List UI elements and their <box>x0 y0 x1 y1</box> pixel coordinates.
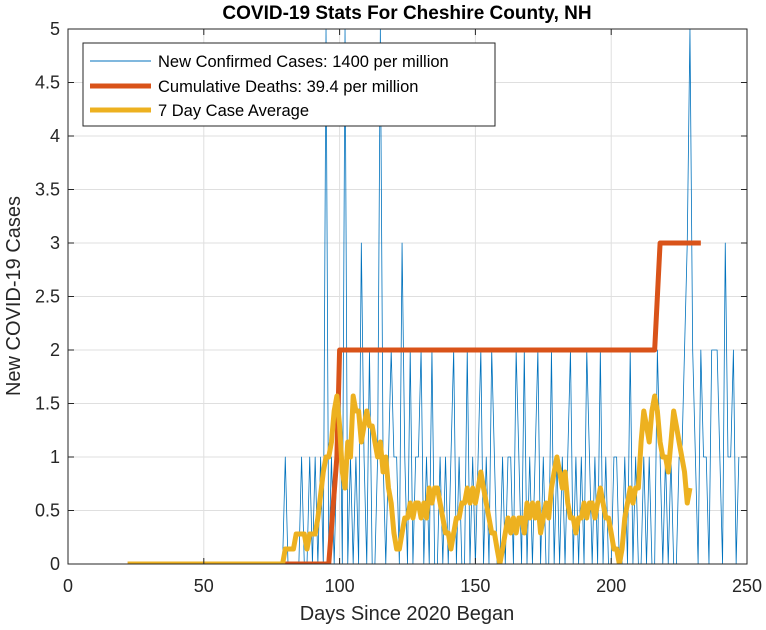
x-tick-label: 200 <box>596 576 626 596</box>
y-tick-labels: 0 0.5 1 1.5 2 2.5 3 3.5 4 4.5 5 <box>35 19 60 574</box>
legend: New Confirmed Cases: 1400 per million Cu… <box>82 42 496 127</box>
x-tick-label: 50 <box>194 576 214 596</box>
y-tick-label: 1.5 <box>35 394 60 414</box>
y-tick-label: 2 <box>50 340 60 360</box>
x-tick-label: 150 <box>460 576 490 596</box>
y-tick-label: 0.5 <box>35 501 60 521</box>
axis-ticks <box>67 28 748 565</box>
chart-title: COVID-19 Stats For Cheshire County, NH <box>222 3 591 24</box>
series-7day-average-line <box>127 393 693 564</box>
y-tick-label: 3.5 <box>35 180 60 200</box>
legend-label-new-cases: New Confirmed Cases: 1400 per million <box>158 53 449 71</box>
y-tick-label: 1 <box>50 447 60 467</box>
y-tick-label: 4.5 <box>35 73 60 93</box>
legend-box <box>82 42 496 127</box>
y-tick-label: 3 <box>50 233 60 253</box>
y-tick-label: 5 <box>50 19 60 39</box>
x-tick-label: 100 <box>325 576 355 596</box>
legend-label-deaths: Cumulative Deaths: 39.4 per million <box>158 78 418 96</box>
series-layer <box>127 29 740 564</box>
legend-label-7day: 7 Day Case Average <box>158 102 309 120</box>
y-axis-label: New COVID-19 Cases <box>3 196 25 396</box>
y-tick-label: 2.5 <box>35 287 60 307</box>
series-new-cases-line <box>127 29 740 564</box>
x-tick-label: 250 <box>732 576 762 596</box>
x-tick-labels: 0 50 100 150 200 250 <box>63 576 762 596</box>
x-tick-label: 0 <box>63 576 73 596</box>
y-tick-label: 4 <box>50 126 60 146</box>
y-tick-label: 0 <box>50 554 60 574</box>
x-axis-label: Days Since 2020 Began <box>300 603 515 625</box>
